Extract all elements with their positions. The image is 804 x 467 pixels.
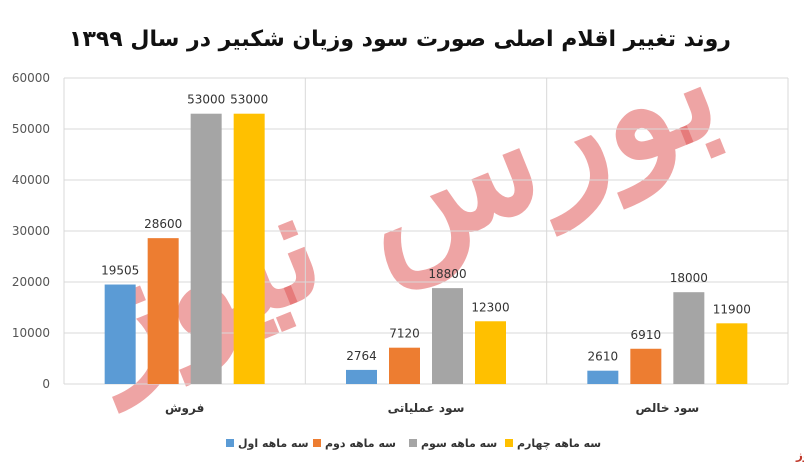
y-tick-label: 50000 bbox=[12, 122, 50, 136]
y-tick-label: 10000 bbox=[12, 326, 50, 340]
data-label: 18800 bbox=[428, 267, 466, 281]
brand-label: بورس نیوز bbox=[795, 448, 804, 463]
y-tick-label: 40000 bbox=[12, 173, 50, 187]
bar bbox=[673, 292, 705, 384]
data-label: 12300 bbox=[471, 300, 509, 314]
legend-swatch bbox=[226, 439, 234, 447]
bar bbox=[630, 348, 662, 384]
bar bbox=[389, 347, 420, 384]
bar bbox=[475, 321, 506, 384]
bar bbox=[432, 288, 463, 384]
data-label: 2610 bbox=[588, 350, 619, 364]
bar bbox=[190, 113, 222, 384]
data-label: 19505 bbox=[101, 264, 139, 278]
bars-layer bbox=[104, 113, 748, 384]
legend-label: سه ماهه دوم bbox=[325, 437, 396, 450]
data-label: 7120 bbox=[389, 327, 420, 341]
bar bbox=[233, 113, 265, 384]
legend-label: سه ماهه سوم bbox=[421, 437, 497, 450]
data-label: 6910 bbox=[631, 328, 662, 342]
y-tick-label: 60000 bbox=[12, 71, 50, 85]
y-tick-label: 20000 bbox=[12, 275, 50, 289]
legend-swatch bbox=[505, 439, 513, 447]
legend-label: سه ماهه اول bbox=[238, 437, 309, 450]
bar bbox=[587, 370, 619, 384]
x-tick-label: سود عملیاتی bbox=[388, 401, 465, 416]
grid-layer bbox=[63, 77, 789, 385]
data-label: 53000 bbox=[230, 93, 268, 107]
x-tick-label: فروش bbox=[165, 401, 204, 416]
labels-layer: 0 10000 20000 30000 40000 50000 60000 19505 2860… bbox=[12, 71, 751, 416]
y-tick-label: 30000 bbox=[12, 224, 50, 238]
chart-title: روند تغییر اقلام اصلی صورت سود وزیان شکب… bbox=[69, 27, 731, 52]
bar bbox=[104, 284, 136, 384]
legend: سه ماهه اول سه ماهه دوم سه ماهه سوم سه ماهه… bbox=[226, 437, 601, 450]
data-label: 28600 bbox=[144, 217, 182, 231]
bar bbox=[716, 323, 748, 384]
bar bbox=[346, 369, 377, 384]
x-tick-label: سود خالص bbox=[635, 401, 699, 416]
legend-swatch bbox=[409, 439, 417, 447]
data-label: 18000 bbox=[670, 271, 708, 285]
bar bbox=[147, 238, 179, 384]
legend-swatch bbox=[313, 439, 321, 447]
data-label: 53000 bbox=[187, 93, 225, 107]
data-label: 2764 bbox=[346, 349, 377, 363]
data-label: 11900 bbox=[713, 302, 751, 316]
y-tick-label: 0 bbox=[42, 377, 50, 391]
legend-label: سه ماهه چهارم bbox=[517, 437, 601, 450]
